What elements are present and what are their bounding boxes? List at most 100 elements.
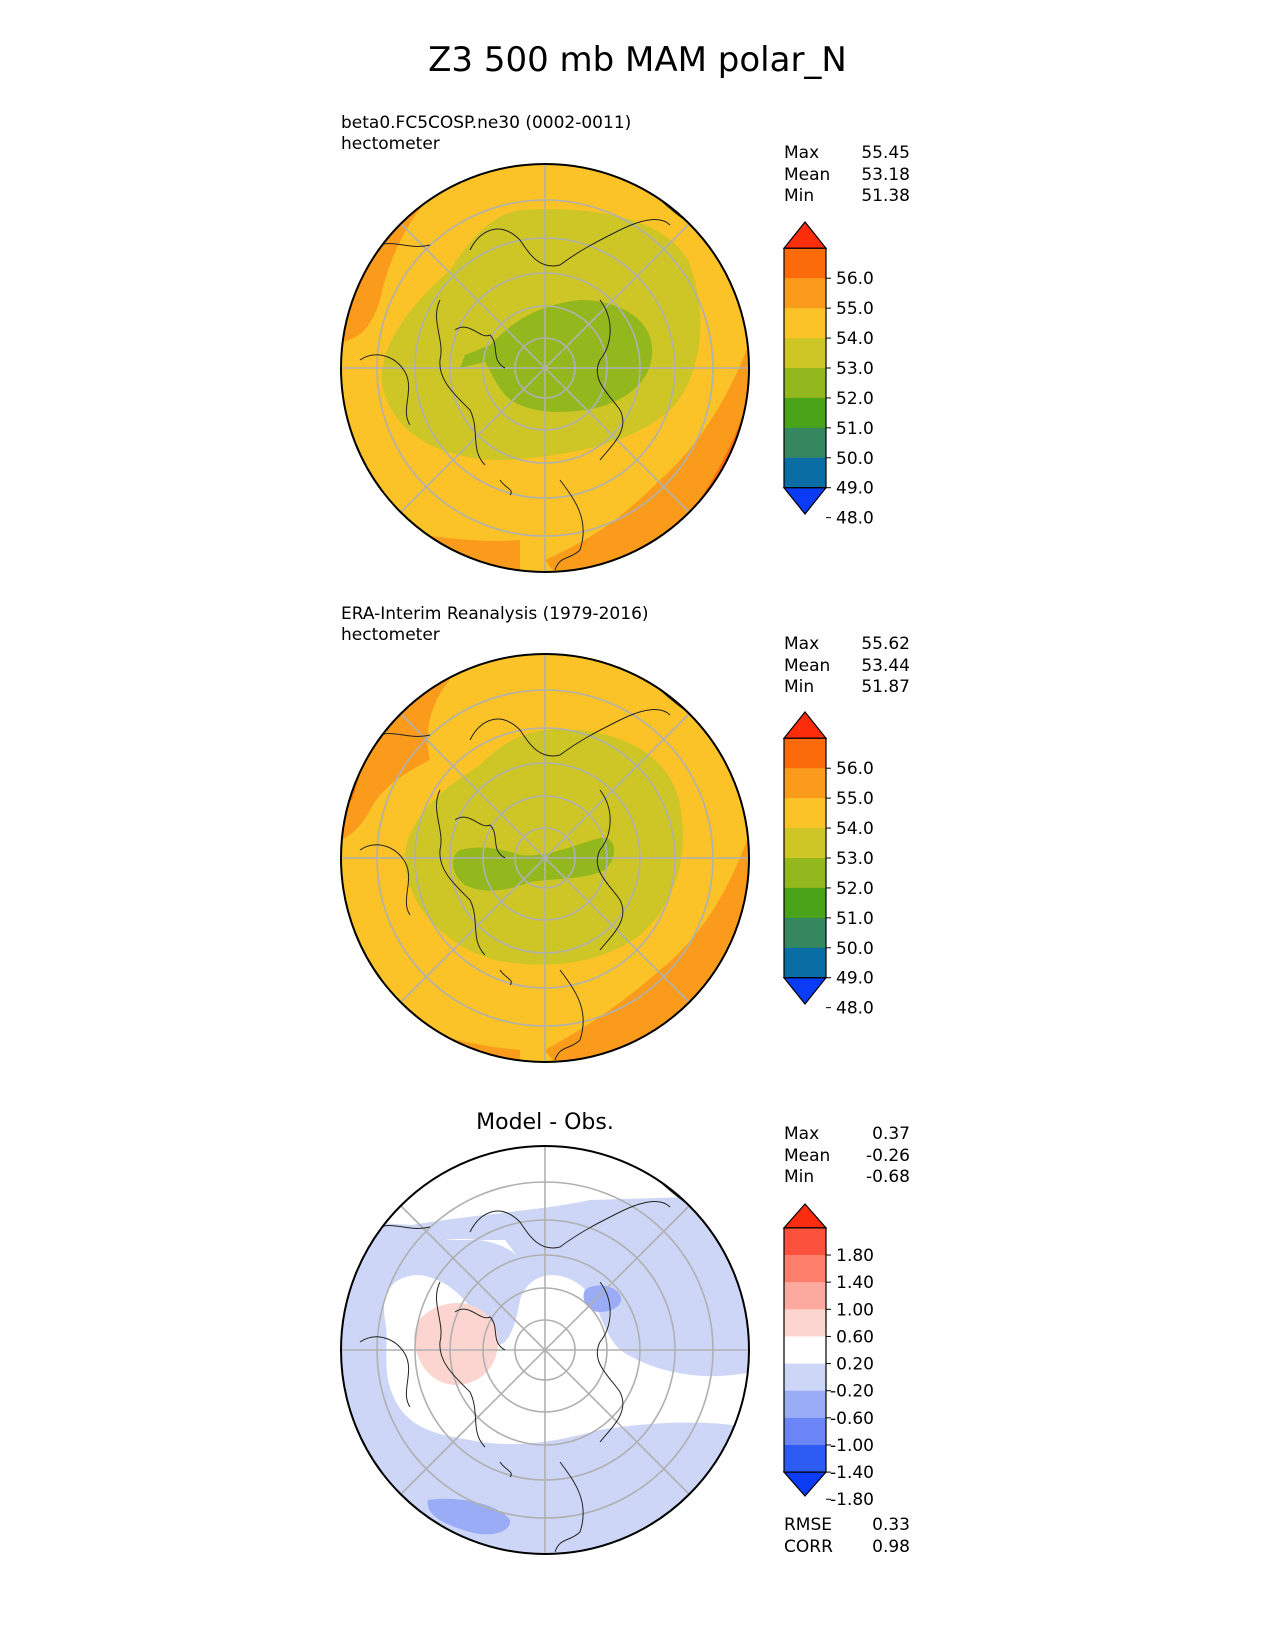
colorbar-tick-label: 1.80: [836, 1246, 874, 1266]
stat-label: Mean: [784, 1145, 831, 1166]
colorbar-segment: [784, 1255, 826, 1283]
stat-value: -0.68: [866, 1167, 910, 1187]
stat-label: Mean: [784, 164, 831, 185]
stat-label: Max: [784, 634, 820, 654]
colorbar-segment: [784, 738, 826, 769]
colorbar-tick-label: 48.0: [836, 999, 874, 1019]
stat-label: Min: [784, 186, 815, 206]
stat-value: 53.44: [861, 655, 910, 676]
colorbar-segment: [784, 397, 826, 429]
map-border: [340, 1145, 750, 1555]
colorbar-segment: [784, 1363, 826, 1392]
metric-value: 0.33: [872, 1515, 910, 1535]
panel3-stats: Max 0.37 Mean -0.26 Min -0.68: [784, 1124, 910, 1189]
colorbar-tick-label: -0.20: [830, 1382, 874, 1402]
panel2-subtitle: ERA-Interim Reanalysis (1979-2016): [341, 604, 649, 624]
contour-fill: [445, 1239, 520, 1260]
colorbar-tick-label: 54.0: [836, 819, 874, 839]
panel2-stats: Max 55.62 Mean 53.44 Min 51.87: [784, 634, 910, 699]
stat-value: 55.45: [861, 143, 910, 163]
colorbar-extend-top: [782, 1203, 828, 1229]
colorbar-tick-label: -1.80: [830, 1490, 874, 1510]
figure-title: Z3 500 mb MAM polar_N: [428, 40, 847, 80]
stat-value: 0.37: [872, 1124, 910, 1144]
contour-fill: [341, 1146, 749, 1554]
colorbar-tick-label: 1.00: [836, 1300, 874, 1320]
colorbar-tick-label: 48.0: [836, 509, 874, 529]
colorbar-tick-label: 0.60: [836, 1327, 874, 1347]
colorbar-tick-label: 53.0: [836, 359, 874, 379]
stat-value: 51.38: [861, 186, 910, 206]
colorbar-tick-label: 56.0: [836, 759, 874, 779]
panel1-stats: Max 55.45 Mean 53.18 Min 51.38: [784, 143, 910, 208]
colorbar-tick-label: 52.0: [836, 389, 874, 409]
graticule: [341, 1146, 749, 1554]
colorbar-segment: [784, 947, 826, 979]
colorbar-segment: [784, 368, 826, 399]
colorbar-segment: [784, 427, 826, 459]
contour-fill: [583, 1285, 622, 1312]
colorbar-tick-label: 51.0: [836, 419, 874, 439]
colorbar-tick-label: 54.0: [836, 329, 874, 349]
colorbar-segment: [784, 1282, 826, 1310]
stat-label: Min: [784, 1167, 815, 1187]
colorbar-extend-top: [782, 221, 828, 249]
colorbar-tick-label: -0.60: [830, 1409, 874, 1429]
colorbar-extend-top: [782, 711, 828, 739]
coastlines: [359, 669, 701, 1061]
colorbar-segment: [784, 457, 826, 489]
map-border: [340, 163, 750, 573]
colorbar-segment: [784, 308, 826, 339]
colorbar-segment: [784, 798, 826, 829]
graticule: [341, 164, 749, 572]
colorbar-extend-bottom: [782, 1471, 828, 1497]
stat-value: 55.62: [861, 634, 910, 654]
metric-label: CORR: [784, 1536, 833, 1557]
colorbar-tick-label: 50.0: [836, 449, 874, 469]
stat-label: Max: [784, 1124, 820, 1144]
stat-label: Mean: [784, 655, 831, 676]
colorbar-tick-label: -1.40: [830, 1463, 874, 1483]
colorbar-extend-bottom: [782, 487, 828, 515]
colorbar-segment: [784, 768, 826, 799]
panel3-metrics: RMSE 0.33 CORR 0.98: [784, 1515, 910, 1558]
stat-value: 53.18: [861, 164, 910, 185]
map-border: [340, 653, 750, 1063]
colorbar-segment: [784, 1444, 826, 1473]
stat-label: Max: [784, 143, 820, 163]
colorbar-tick-label: 51.0: [836, 909, 874, 929]
panel2-map: [341, 654, 749, 1062]
contour-fill: [427, 1498, 511, 1535]
colorbar-segment: [784, 338, 826, 369]
colorbar-segment: [784, 1417, 826, 1446]
stat-value: 51.87: [861, 677, 910, 697]
metric-value: 0.98: [872, 1536, 910, 1557]
colorbar-segment: [784, 887, 826, 919]
colorbar-tick-label: 55.0: [836, 789, 874, 809]
colorbar-segment: [784, 917, 826, 949]
colorbar-tick-label: 49.0: [836, 479, 874, 499]
colorbar-tick-label: 53.0: [836, 849, 874, 869]
colorbar-segment: [784, 828, 826, 859]
panel1-subtitle: beta0.FC5COSP.ne30 (0002-0011): [341, 113, 632, 133]
coastlines: [359, 1161, 701, 1553]
colorbar-segment: [784, 1336, 826, 1365]
colorbar-segment: [784, 1227, 826, 1256]
stat-value: -0.26: [866, 1145, 910, 1166]
colorbar-segment: [784, 1390, 826, 1419]
panel2-units: hectometer: [341, 625, 440, 645]
colorbar-segment: [784, 278, 826, 309]
colorbar-tick-label: 50.0: [836, 939, 874, 959]
colorbar-panel3: 1.80 1.40 1.00 0.60 0.20 -0.20 -0.60 -1.00 -1.40…: [782, 1203, 874, 1510]
colorbar-segment: [784, 858, 826, 889]
colorbar-extend-bottom: [782, 977, 828, 1005]
colorbar-tick-label: 1.40: [836, 1273, 874, 1293]
panel3-map: [341, 1146, 749, 1554]
metric-label: RMSE: [784, 1515, 833, 1535]
panel1-units: hectometer: [341, 134, 440, 154]
colorbar-tick-label: 56.0: [836, 269, 874, 289]
stat-label: Min: [784, 677, 815, 697]
contour-fill: [414, 1302, 499, 1385]
colorbar-panel2: 56.0 55.0 54.0 53.0 52.0 51.0 50.0 49.0 48.0: [782, 711, 874, 1019]
